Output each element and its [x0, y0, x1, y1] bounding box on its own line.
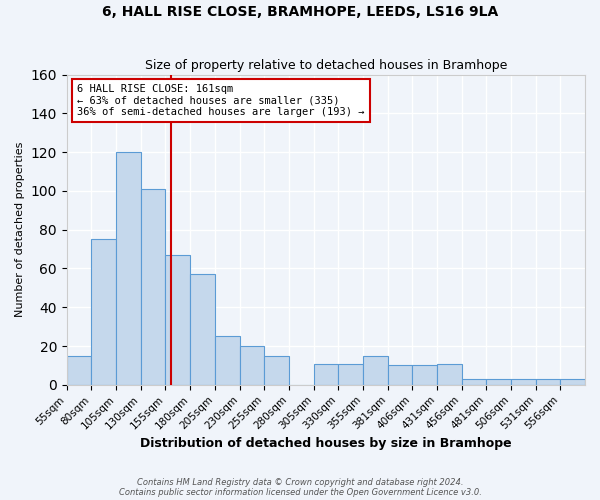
Bar: [190, 274, 215, 385]
Bar: [536, 379, 560, 385]
Bar: [437, 364, 461, 385]
Bar: [264, 356, 289, 385]
Bar: [461, 379, 486, 385]
Bar: [388, 366, 412, 385]
X-axis label: Distribution of detached houses by size in Bramhope: Distribution of detached houses by size …: [140, 437, 512, 450]
Y-axis label: Number of detached properties: Number of detached properties: [15, 142, 25, 318]
Bar: [239, 346, 264, 385]
Bar: [363, 356, 388, 385]
Bar: [338, 364, 363, 385]
Bar: [141, 189, 166, 385]
Bar: [91, 240, 116, 385]
Title: Size of property relative to detached houses in Bramhope: Size of property relative to detached ho…: [145, 59, 507, 72]
Text: Contains HM Land Registry data © Crown copyright and database right 2024.
Contai: Contains HM Land Registry data © Crown c…: [119, 478, 481, 497]
Bar: [486, 379, 511, 385]
Bar: [560, 379, 585, 385]
Bar: [166, 255, 190, 385]
Text: 6 HALL RISE CLOSE: 161sqm
← 63% of detached houses are smaller (335)
36% of semi: 6 HALL RISE CLOSE: 161sqm ← 63% of detac…: [77, 84, 365, 117]
Bar: [215, 336, 239, 385]
Bar: [511, 379, 536, 385]
Bar: [314, 364, 338, 385]
Bar: [412, 366, 437, 385]
Bar: [116, 152, 141, 385]
Text: 6, HALL RISE CLOSE, BRAMHOPE, LEEDS, LS16 9LA: 6, HALL RISE CLOSE, BRAMHOPE, LEEDS, LS1…: [102, 5, 498, 19]
Bar: [67, 356, 91, 385]
